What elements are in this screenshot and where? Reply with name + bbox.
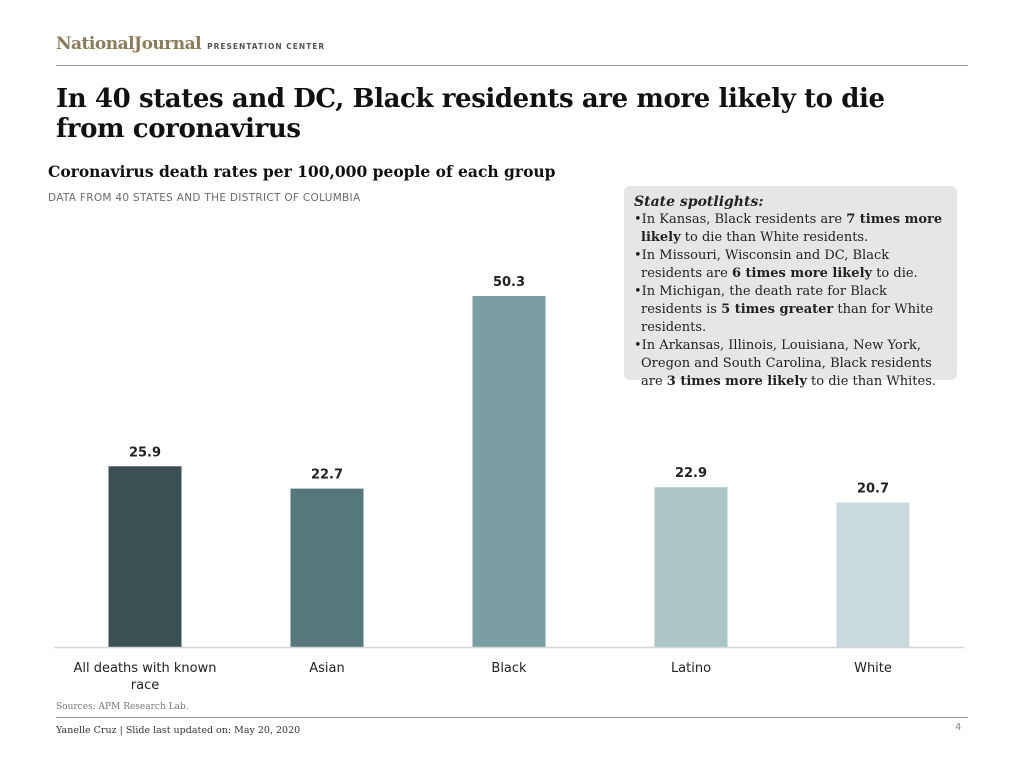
value-label-all-deaths-with-known-race: 25.9 [129,445,161,460]
bottom-divider [56,717,968,718]
sources-note: Sources: APM Research Lab. [56,702,189,712]
spotlight-item-arkansas: •In Arkansas, Illinois, Louisiana, New Y… [634,338,936,389]
value-label-asian: 22.7 [311,468,343,483]
bar-white [836,502,910,647]
spotlight-item-michigan: •In Michigan, the death rate for Black r… [634,284,934,335]
bar-black [472,296,546,647]
top-divider [56,65,968,66]
chart-title: Coronavirus death rates per 100,000 peop… [48,162,556,181]
spotlight-item-missouri: •In Missouri, Wisconsin and DC, Black re… [634,248,918,281]
category-label-latino: Latino [671,661,711,676]
presentation-center-label: PRESENTATION CENTER [207,42,326,51]
bar-latino [654,487,728,647]
value-label-latino: 22.9 [675,466,707,481]
value-label-white: 20.7 [857,482,889,497]
category-label-asian: Asian [309,661,344,676]
brand-header: NationalJournal PRESENTATION CENTER [56,34,325,54]
category-label-all-deaths-with-known-race: All deaths with known race [73,661,216,693]
category-label-white: White [854,661,892,676]
data-note: DATA FROM 40 STATES AND THE DISTRICT OF … [48,192,361,204]
category-label-black: Black [491,661,527,676]
value-label-black: 50.3 [493,275,525,290]
bar-asian [290,488,364,647]
spotlight-title: State spotlights: [634,194,764,210]
slide-title: In 40 states and DC, Black residents are… [56,84,885,144]
national-journal-logo: NationalJournal [56,34,202,54]
page-number: 4 [955,722,962,733]
bar-all-deaths-with-known-race [108,466,182,647]
spotlight-item-kansas: •In Kansas, Black residents are 7 times … [634,212,943,245]
state-spotlights-box: State spotlights: •In Kansas, Black resi… [624,186,957,389]
footer-credit: Yanelle Cruz | Slide last updated on: Ma… [56,725,301,736]
